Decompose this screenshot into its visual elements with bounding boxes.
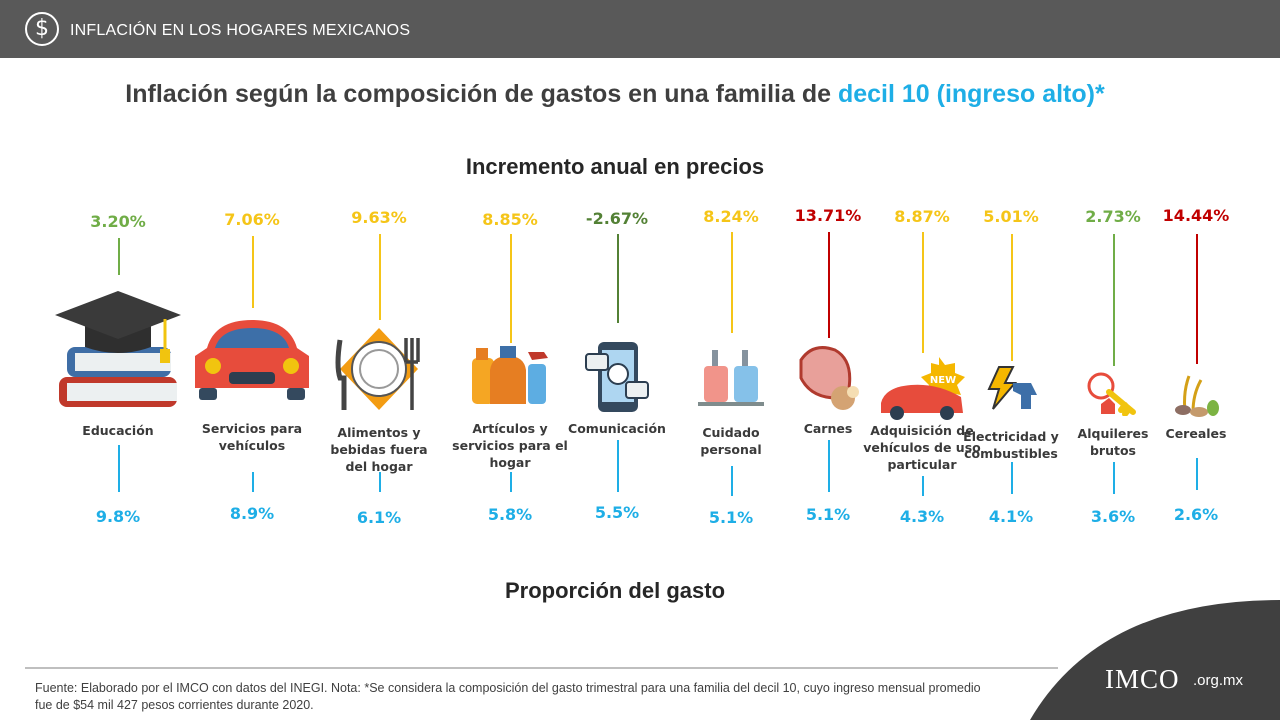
share-value: 4.1%	[988, 507, 1034, 526]
inflation-value: 7.06%	[224, 210, 280, 229]
share-value: 3.6%	[1090, 507, 1136, 526]
category-label: Adquisición de vehículos de uso particul…	[863, 423, 981, 472]
inflation-value: 2.73%	[1085, 207, 1141, 226]
share-connector	[379, 472, 381, 492]
share-value: 5.1%	[708, 508, 754, 527]
share-connector	[1011, 462, 1013, 494]
category-label: Cereales	[1165, 426, 1227, 441]
share-connector	[252, 472, 254, 492]
logo-domain: .org.mx	[1193, 672, 1244, 689]
inflation-connector	[828, 232, 830, 338]
share-value: 5.1%	[805, 505, 851, 524]
category-label: Cuidado personal	[700, 425, 762, 457]
inflation-connector	[731, 232, 733, 333]
share-connector	[1113, 462, 1115, 494]
share-connector	[617, 440, 619, 492]
footnote: Fuente: Elaborado por el IMCO con datos …	[35, 681, 981, 712]
corner-shape	[1030, 600, 1280, 720]
new-badge-text: NEW	[930, 375, 956, 386]
inflation-connector	[118, 238, 120, 275]
plate-cutlery-icon	[334, 326, 424, 412]
inflation-connector	[379, 234, 381, 320]
ham-icon	[793, 340, 863, 414]
share-value: 8.9%	[229, 504, 275, 523]
car-icon	[189, 312, 315, 402]
category-label: Comunicación	[568, 421, 666, 436]
inflation-connector	[617, 234, 619, 323]
share-value: 4.3%	[899, 507, 945, 526]
share-connector	[828, 440, 830, 492]
soap-bottles-icon	[696, 344, 766, 408]
category-label: Alimentos y bebidas fuera del hogar	[330, 425, 428, 474]
chart-title: Incremento anual en precios	[465, 154, 765, 179]
inflation-value: -2.67%	[585, 209, 649, 228]
category-label: Servicios para vehículos	[201, 421, 303, 453]
inflation-connector	[922, 232, 924, 353]
inflation-value: 8.24%	[703, 207, 759, 226]
share-connector	[118, 445, 120, 492]
share-connector	[922, 476, 924, 496]
inflation-value: 14.44%	[1162, 206, 1230, 225]
imco-logo: IMCO	[1105, 664, 1180, 694]
inflation-connector	[1113, 234, 1115, 366]
bottom-title: Proporción del gasto	[504, 578, 726, 603]
share-connector	[510, 472, 512, 492]
inflation-connector	[510, 234, 512, 343]
inflation-connector	[1011, 234, 1013, 361]
category-label: Alquileres brutos	[1077, 426, 1149, 458]
category-label: Artículos y servicios para el hogar	[452, 421, 568, 470]
dollar-icon: $	[25, 12, 59, 46]
books-graduation-cap-icon	[53, 285, 183, 415]
page-title: Inflación según la composición de gastos…	[0, 80, 1230, 109]
title-prefix: Inflación según la composición de gastos…	[125, 80, 831, 108]
bolt-fuel-nozzle-icon	[983, 365, 1039, 411]
new-car-icon: NEW	[877, 353, 967, 421]
inflation-value: 9.63%	[351, 208, 407, 227]
cleaning-products-icon	[470, 340, 550, 406]
inflation-connector	[252, 236, 254, 308]
inflation-connector	[1196, 234, 1198, 364]
inflation-value: 5.01%	[983, 207, 1039, 226]
inflation-value: 3.20%	[90, 212, 146, 231]
inflation-value: 8.87%	[894, 207, 950, 226]
category-label: Educación	[82, 423, 154, 438]
share-connector	[731, 466, 733, 496]
share-value: 2.6%	[1173, 505, 1219, 524]
header-bar: $ INFLACIÓN EN LOS HOGARES MEXICANOS	[0, 0, 1280, 58]
title-highlight: decil 10 (ingreso alto)*	[837, 80, 1105, 108]
smartphone-icon	[584, 340, 650, 414]
share-connector	[1196, 458, 1198, 490]
category-label: Carnes	[803, 421, 853, 436]
inflation-value: 8.85%	[482, 210, 538, 229]
share-value: 6.1%	[356, 508, 402, 527]
share-value: 5.5%	[594, 503, 640, 522]
category-label: Electricidad y combustibles	[963, 429, 1059, 461]
house-key-icon	[1085, 372, 1141, 417]
grains-icon	[1171, 372, 1221, 418]
share-value: 5.8%	[487, 505, 533, 524]
section-title: INFLACIÓN EN LOS HOGARES MEXICANOS	[70, 22, 411, 39]
inflation-value: 13.71%	[794, 206, 862, 225]
divider	[25, 667, 1058, 669]
share-value: 9.8%	[95, 507, 141, 526]
